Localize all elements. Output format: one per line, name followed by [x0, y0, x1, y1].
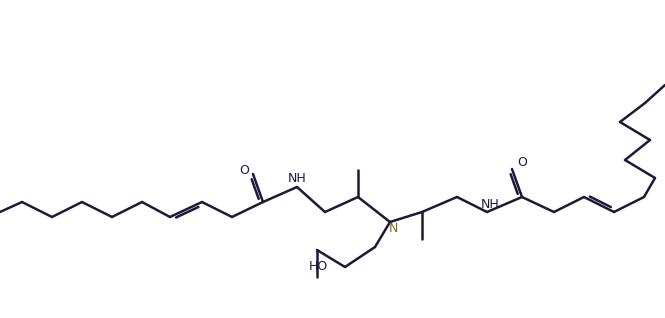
Text: NH: NH — [481, 197, 499, 211]
Text: HO: HO — [309, 260, 328, 273]
Text: NH: NH — [288, 172, 307, 185]
Text: N: N — [388, 222, 398, 234]
Text: O: O — [517, 156, 527, 169]
Text: O: O — [239, 163, 249, 176]
